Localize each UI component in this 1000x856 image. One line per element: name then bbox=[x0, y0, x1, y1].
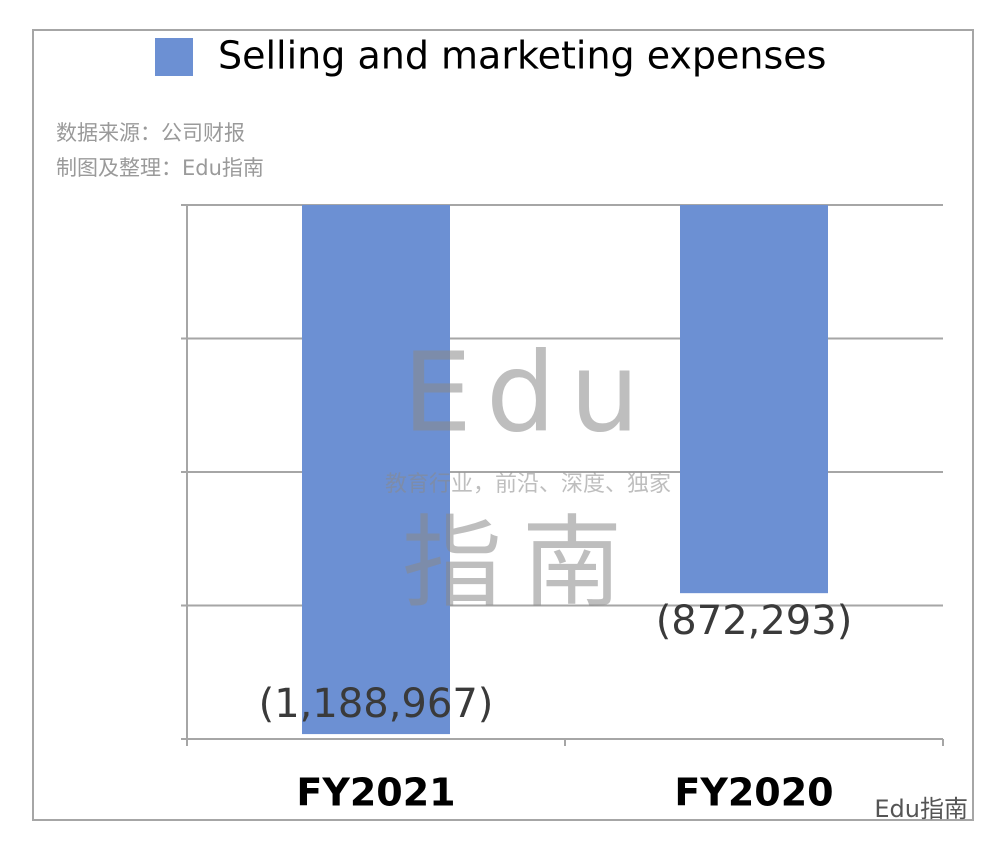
watermark: Edu 教育行业，前沿、深度、独家 指南 bbox=[385, 328, 671, 621]
subtitle: 制图及整理：Edu指南 bbox=[56, 156, 264, 180]
x-tick-label: FY2020 bbox=[674, 771, 833, 815]
x-tick-label: FY2021 bbox=[296, 771, 455, 815]
value-label: (872,293) bbox=[656, 598, 853, 644]
watermark-slogan: 教育行业，前沿、深度、独家 bbox=[385, 472, 671, 497]
value-label: (1,188,967) bbox=[259, 681, 494, 727]
subtitle: 数据来源：公司财报 bbox=[56, 121, 245, 145]
account-name: Edu指南 bbox=[874, 795, 968, 823]
legend-label: Selling and marketing expenses bbox=[218, 34, 826, 78]
bar bbox=[302, 205, 450, 735]
bar bbox=[680, 205, 828, 594]
watermark-name: 指南 bbox=[402, 504, 642, 621]
legend-swatch bbox=[155, 38, 193, 76]
watermark-logo: Edu bbox=[402, 328, 653, 456]
